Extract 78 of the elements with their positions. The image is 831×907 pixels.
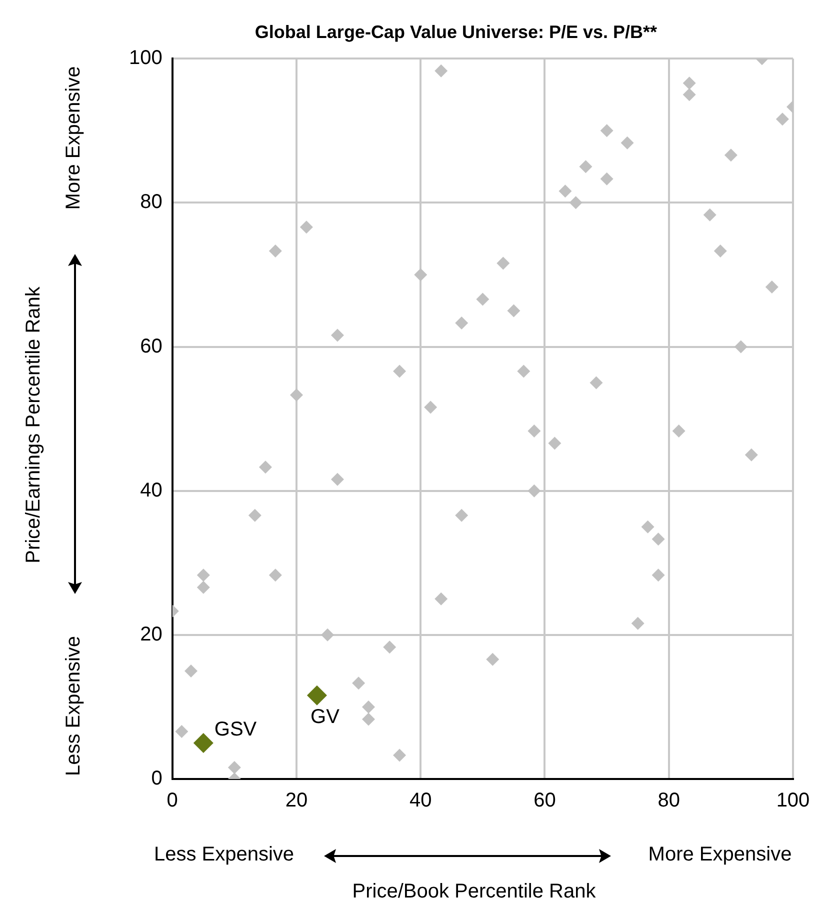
point — [362, 700, 375, 714]
point — [321, 628, 334, 642]
point — [548, 436, 562, 450]
point — [652, 568, 665, 582]
point — [414, 268, 428, 282]
point — [196, 580, 210, 594]
point — [734, 340, 748, 354]
point — [352, 676, 366, 690]
x-tick-label: 100 — [776, 790, 810, 812]
point — [290, 388, 303, 402]
y-tick-label: 100 — [128, 47, 162, 70]
point — [268, 568, 282, 582]
point — [631, 616, 644, 630]
point — [600, 124, 614, 138]
point — [528, 484, 541, 498]
point — [569, 196, 582, 210]
x-tick-label: 40 — [409, 790, 432, 812]
point — [175, 724, 188, 738]
point — [672, 424, 686, 438]
point — [258, 460, 272, 474]
point — [507, 304, 520, 318]
text: More Expensive — [648, 844, 792, 866]
point — [248, 508, 262, 522]
point — [434, 64, 448, 78]
chart-title: Global Large-Cap Value Universe: P/E vs. P/B** — [254, 22, 658, 42]
point — [362, 712, 375, 726]
point — [196, 568, 210, 582]
text: Less Expensive — [62, 636, 86, 776]
y-tick-label: 20 — [140, 623, 162, 646]
point — [517, 364, 530, 378]
point — [300, 220, 313, 234]
point — [641, 520, 654, 534]
y-tick-label: 40 — [140, 479, 162, 502]
point — [600, 172, 614, 186]
point — [193, 732, 214, 753]
text: Less Expensive — [154, 844, 294, 866]
x-tick-label: 60 — [534, 790, 556, 812]
point — [393, 748, 406, 762]
y-tick-label: 80 — [140, 191, 162, 214]
point — [476, 292, 490, 306]
point — [228, 760, 241, 774]
point — [703, 208, 716, 222]
x-tick-label: 0 — [166, 790, 178, 812]
point — [776, 112, 789, 126]
point — [268, 244, 282, 258]
point — [579, 160, 592, 174]
point — [714, 244, 727, 258]
y-axis-title: Price/Earnings Percentile Rank — [22, 286, 46, 564]
series-label: GV — [310, 706, 340, 728]
point — [393, 364, 406, 378]
point — [486, 652, 500, 666]
point — [682, 76, 696, 90]
point — [724, 148, 738, 162]
point — [765, 280, 778, 294]
point — [383, 640, 396, 654]
x-tick-label: 20 — [285, 790, 308, 812]
point — [744, 448, 758, 462]
y-tick-label: 0 — [151, 768, 162, 790]
point — [528, 424, 541, 438]
point — [330, 472, 344, 486]
point — [184, 664, 198, 678]
point — [330, 328, 344, 342]
point — [590, 376, 603, 390]
y-tick-label: 60 — [140, 335, 162, 358]
point — [424, 400, 438, 414]
x-axis-title: Price/Book Percentile Rank — [352, 880, 596, 904]
point — [558, 184, 572, 198]
point — [306, 685, 327, 706]
series-label: GSV — [214, 718, 258, 740]
point — [496, 256, 510, 270]
point — [620, 136, 634, 150]
point — [434, 592, 448, 606]
point — [455, 316, 468, 330]
text: More Expensive — [62, 66, 86, 210]
point — [682, 88, 696, 102]
point — [455, 508, 468, 522]
x-tick-label: 80 — [658, 790, 680, 812]
point — [652, 532, 665, 546]
